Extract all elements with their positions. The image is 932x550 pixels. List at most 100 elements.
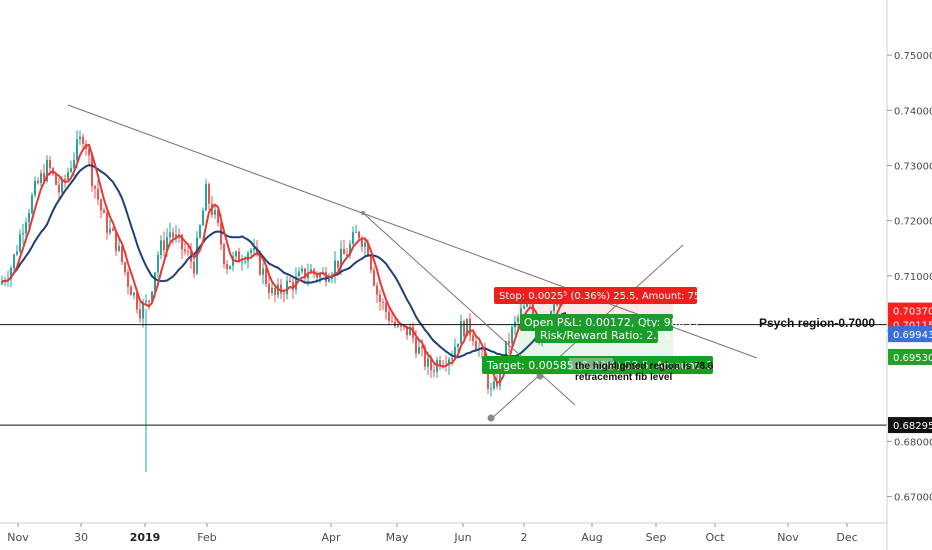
candle-body: [289, 280, 291, 282]
candle-body: [250, 250, 252, 253]
candle-body: [385, 302, 387, 312]
candle-body: [121, 246, 123, 263]
candle-body: [166, 237, 168, 251]
candle-body: [355, 231, 357, 233]
candle-body: [304, 268, 306, 279]
candle-body: [241, 261, 243, 263]
candle-body: [136, 292, 138, 310]
candle-body: [145, 300, 147, 303]
candle-body: [229, 265, 231, 270]
candle-body: [379, 294, 381, 302]
time-tick-label: Sep: [646, 531, 667, 544]
price-tag: [888, 348, 932, 365]
candle-body: [343, 248, 345, 255]
rr-label-box[interactable]: Risk/Reward Ratio: 2.29: [535, 327, 671, 343]
candle-body: [406, 326, 408, 336]
candle-body: [496, 381, 498, 387]
candle-body: [244, 261, 246, 263]
candle-body: [97, 188, 99, 200]
candle-body: [286, 280, 288, 295]
candle-body: [226, 263, 228, 270]
drawings: [0, 104, 887, 426]
candle-body: [490, 388, 492, 390]
candle-body: [367, 242, 369, 257]
risk-reward-label: Risk/Reward Ratio: 2.29: [540, 329, 671, 342]
time-tick-label: Jun: [453, 531, 471, 544]
candle-body: [25, 222, 27, 234]
candle-body: [313, 269, 315, 274]
candle-body: [46, 159, 48, 181]
candle-body: [508, 341, 510, 344]
fib-note-line1: the highlighted region is 78.6: [575, 361, 714, 372]
target-label-box[interactable]: Target: 0.00585 (0.83%) 58.5, Amount: 15…: [482, 356, 752, 374]
stop-label-box[interactable]: Stop: 0.0025⁵ (0.36%) 25.5, Amount: 750: [494, 287, 707, 304]
candle-body: [214, 210, 216, 215]
price-tick-label: 0.75000: [894, 51, 932, 62]
price-axis[interactable]: 0.750000.740000.730000.720000.710000.700…: [887, 51, 932, 504]
slow-ma-line: [2, 164, 567, 359]
candle-body: [49, 159, 51, 169]
price-tag-label: 0.70370: [893, 307, 932, 318]
anchor-point[interactable]: [361, 211, 365, 215]
candle-body: [73, 159, 75, 168]
candle-body: [19, 234, 21, 252]
candle-body: [466, 318, 468, 336]
candle-body: [205, 184, 207, 211]
candle-body: [127, 271, 129, 287]
candle-body: [511, 327, 513, 344]
candle-body: [319, 273, 321, 278]
time-axis[interactable]: Nov 30 2019 Feb Apr May Jun 2 Aug Sep Oct Nov Dec: [7, 523, 858, 544]
candle-body: [472, 335, 474, 342]
candle-body: [454, 346, 456, 359]
candle-body: [79, 136, 81, 140]
time-tick-label: Oct: [705, 531, 725, 544]
candle-body: [109, 228, 111, 233]
candle-body: [37, 180, 39, 183]
time-tick-label: 2019: [130, 531, 161, 544]
stop-label: Stop: 0.0025⁵ (0.36%) 25.5, Amount: 750: [499, 291, 707, 302]
candle-body: [55, 174, 57, 185]
candle-body: [487, 366, 489, 389]
candle-body: [388, 311, 390, 321]
candle-body: [67, 171, 69, 180]
candle-body: [409, 326, 411, 336]
candle-body: [133, 292, 135, 296]
candle-body: [70, 167, 72, 172]
candle-body: [10, 268, 12, 280]
candle-body: [28, 212, 30, 223]
open-pnl-label: Open P&L: 0.00172, Qty: 98039: [524, 316, 699, 329]
candle-body: [298, 271, 300, 277]
candle-body: [394, 321, 396, 327]
anchor-point[interactable]: [487, 414, 495, 422]
candle-body: [553, 301, 555, 312]
time-tick-label: Nov: [777, 531, 799, 544]
candle-body: [106, 213, 108, 233]
price-tag-label: 0.69943: [893, 330, 932, 341]
candle-body: [169, 232, 171, 238]
anchor-point[interactable]: [536, 372, 544, 380]
candle-body: [124, 262, 126, 272]
candle-body: [148, 300, 150, 302]
candle-body: [430, 358, 432, 371]
candle-body: [523, 306, 525, 309]
candle-body: [154, 272, 156, 292]
candle-body: [265, 268, 267, 284]
candle-body: [1, 281, 3, 285]
candle-body: [382, 301, 384, 303]
candle-body: [337, 260, 339, 268]
candle-body: [115, 230, 117, 251]
candle-body: [370, 256, 372, 271]
candle-body: [517, 317, 519, 322]
candle-body: [235, 251, 237, 257]
candle-body: [31, 195, 33, 213]
price-tick-label: 0.67000: [894, 493, 932, 504]
candle-body: [301, 268, 303, 272]
price-tick-label: 0.73000: [894, 162, 932, 173]
pnl-label-box[interactable]: Open P&L: 0.00172, Qty: 98039: [520, 314, 699, 331]
candle-body: [151, 291, 153, 302]
candle-body: [262, 268, 264, 275]
candle-body: [22, 233, 24, 235]
candle-body: [457, 343, 459, 347]
